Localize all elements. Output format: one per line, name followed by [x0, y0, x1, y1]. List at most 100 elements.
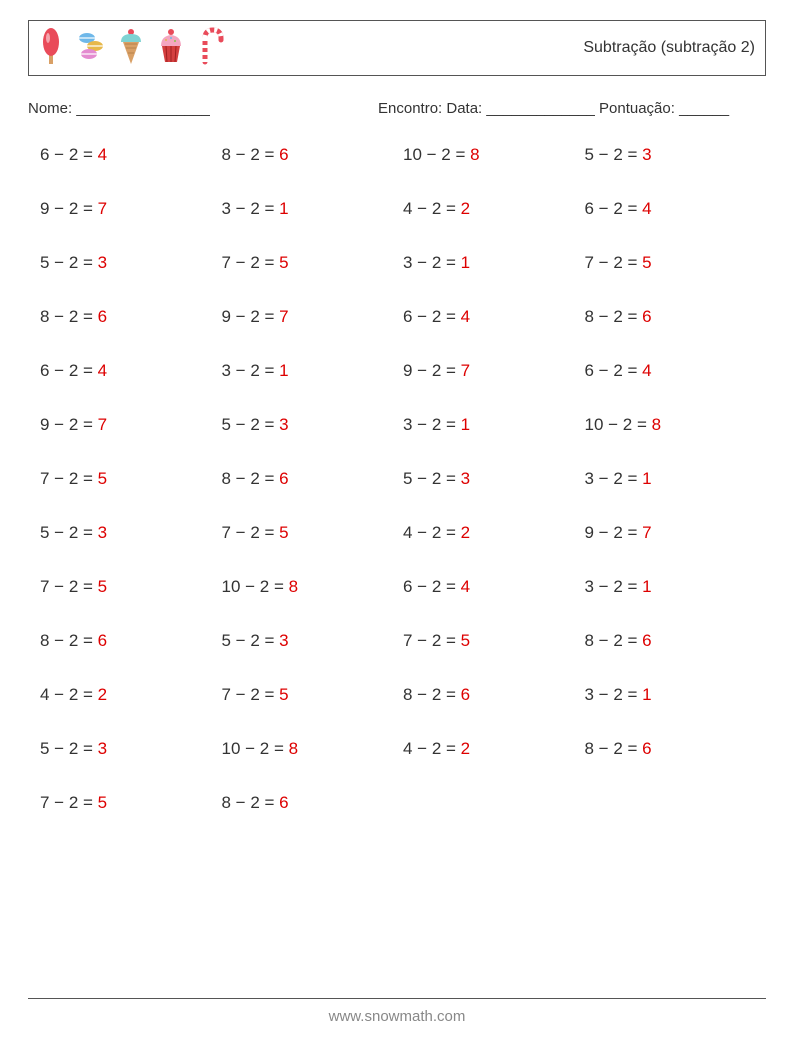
problem-expression: 4 − 2 = — [403, 199, 461, 218]
problem-expression: 6 − 2 = — [40, 145, 98, 164]
problem-answer: 4 — [461, 307, 470, 326]
problem-expression: 3 − 2 = — [222, 199, 280, 218]
problem-item: 6 − 2 = 4 — [40, 145, 222, 165]
problem-expression: 5 − 2 = — [40, 253, 98, 272]
problem-expression: 9 − 2 = — [40, 415, 98, 434]
problem-answer: 3 — [98, 523, 107, 542]
problem-expression: 6 − 2 = — [403, 577, 461, 596]
problem-item: 6 − 2 = 4 — [403, 577, 585, 597]
problem-item: 3 − 2 = 1 — [585, 685, 767, 705]
problem-answer: 2 — [98, 685, 107, 704]
problem-answer: 1 — [642, 685, 651, 704]
footer-divider — [28, 998, 766, 999]
problem-item: 4 − 2 = 2 — [40, 685, 222, 705]
problem-item: 3 − 2 = 1 — [222, 199, 404, 219]
problem-answer: 5 — [279, 523, 288, 542]
problem-expression: 3 − 2 = — [585, 577, 643, 596]
problem-answer: 6 — [642, 739, 651, 758]
problem-answer: 6 — [279, 469, 288, 488]
problem-item: 4 − 2 = 2 — [403, 523, 585, 543]
problem-item: 4 − 2 = 2 — [403, 739, 585, 759]
problem-answer: 5 — [279, 253, 288, 272]
problem-item: 10 − 2 = 8 — [403, 145, 585, 165]
problem-answer: 5 — [642, 253, 651, 272]
problem-answer: 1 — [642, 469, 651, 488]
problem-item: 8 − 2 = 6 — [585, 307, 767, 327]
problem-expression: 3 − 2 = — [403, 415, 461, 434]
problem-answer: 1 — [279, 361, 288, 380]
problem-item: 5 − 2 = 3 — [40, 523, 222, 543]
problem-answer: 5 — [461, 631, 470, 650]
problem-answer: 8 — [652, 415, 661, 434]
date-score-label: Encontro: Data: _____________ Pontuação:… — [378, 100, 766, 117]
problem-item: 8 − 2 = 6 — [403, 685, 585, 705]
problem-item: 7 − 2 = 5 — [222, 523, 404, 543]
problem-expression: 8 − 2 = — [585, 631, 643, 650]
problem-answer: 1 — [642, 577, 651, 596]
problem-answer: 3 — [642, 145, 651, 164]
header-icons — [35, 26, 227, 71]
problem-answer: 8 — [470, 145, 479, 164]
name-field-label: Nome: ________________ — [28, 100, 378, 117]
problem-answer: 4 — [98, 145, 107, 164]
problem-expression: 3 − 2 = — [222, 361, 280, 380]
problem-expression: 4 − 2 = — [403, 523, 461, 542]
problem-answer: 7 — [98, 199, 107, 218]
problem-expression: 7 − 2 = — [222, 253, 280, 272]
problem-answer: 6 — [98, 631, 107, 650]
problem-item: 9 − 2 = 7 — [222, 307, 404, 327]
problem-item: 4 − 2 = 2 — [403, 199, 585, 219]
problem-expression: 9 − 2 = — [222, 307, 280, 326]
problem-expression: 6 − 2 = — [585, 199, 643, 218]
problem-answer: 6 — [279, 793, 288, 812]
icecream-cone-icon — [115, 26, 147, 71]
problem-item: 7 − 2 = 5 — [403, 631, 585, 651]
problem-expression: 6 − 2 = — [585, 361, 643, 380]
problem-item: 3 − 2 = 1 — [403, 253, 585, 273]
problem-expression: 5 − 2 = — [40, 739, 98, 758]
problem-item: 3 − 2 = 1 — [585, 577, 767, 597]
problem-item: 3 − 2 = 1 — [403, 415, 585, 435]
problem-item: 8 − 2 = 6 — [222, 145, 404, 165]
footer-text: www.snowmath.com — [0, 1008, 794, 1025]
problem-item: 6 − 2 = 4 — [403, 307, 585, 327]
problem-item: 6 − 2 = 4 — [40, 361, 222, 381]
problem-expression: 7 − 2 = — [40, 577, 98, 596]
problem-expression: 5 − 2 = — [585, 145, 643, 164]
problem-expression: 5 − 2 = — [222, 631, 280, 650]
problem-item: 8 − 2 = 6 — [40, 307, 222, 327]
problem-expression: 8 − 2 = — [585, 739, 643, 758]
problem-expression: 6 − 2 = — [403, 307, 461, 326]
problem-expression: 10 − 2 = — [222, 739, 289, 758]
problem-expression: 7 − 2 = — [40, 793, 98, 812]
problem-answer: 7 — [461, 361, 470, 380]
problem-item: 5 − 2 = 3 — [40, 739, 222, 759]
problem-expression: 10 − 2 = — [585, 415, 652, 434]
problem-expression: 7 − 2 = — [585, 253, 643, 272]
problem-expression: 5 − 2 = — [40, 523, 98, 542]
worksheet-page: Subtração (subtração 2) Nome: __________… — [0, 0, 794, 813]
problem-expression: 4 − 2 = — [403, 739, 461, 758]
problem-item: 7 − 2 = 5 — [40, 469, 222, 489]
problem-answer: 2 — [461, 199, 470, 218]
problem-expression: 9 − 2 = — [585, 523, 643, 542]
candy-cane-icon — [195, 26, 227, 71]
problem-answer: 7 — [98, 415, 107, 434]
info-row: Nome: ________________ Encontro: Data: _… — [28, 100, 766, 117]
problem-answer: 4 — [98, 361, 107, 380]
problem-item: 10 − 2 = 8 — [222, 577, 404, 597]
problem-answer: 3 — [279, 631, 288, 650]
problem-answer: 5 — [279, 685, 288, 704]
problem-answer: 7 — [642, 523, 651, 542]
problem-item: 3 − 2 = 1 — [585, 469, 767, 489]
header-box: Subtração (subtração 2) — [28, 20, 766, 76]
problem-answer: 4 — [461, 577, 470, 596]
problem-expression: 8 − 2 = — [585, 307, 643, 326]
problem-item: 9 − 2 = 7 — [40, 199, 222, 219]
problem-answer: 1 — [279, 199, 288, 218]
problem-item: 9 − 2 = 7 — [40, 415, 222, 435]
problem-expression: 8 − 2 = — [40, 307, 98, 326]
worksheet-title: Subtração (subtração 2) — [583, 39, 755, 57]
problem-item: 9 − 2 = 7 — [585, 523, 767, 543]
problem-expression: 8 − 2 = — [222, 469, 280, 488]
